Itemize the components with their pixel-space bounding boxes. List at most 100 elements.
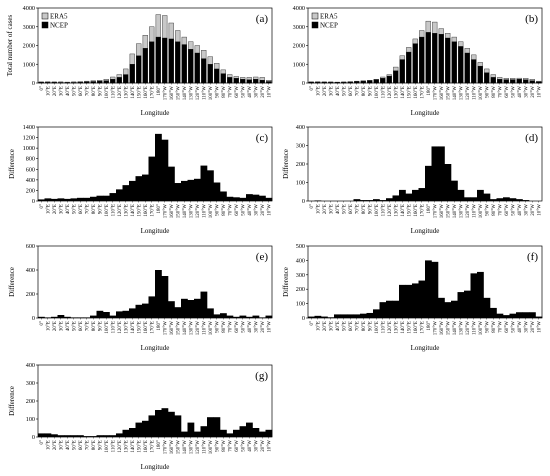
x-tick-label: 70°W bbox=[499, 321, 504, 333]
x-tick-label: 30°E bbox=[60, 321, 65, 331]
bar-5 bbox=[70, 435, 78, 437]
x-tick-label: 90°W bbox=[216, 86, 221, 98]
x-axis-label: Longitude bbox=[141, 227, 170, 235]
x-tick-label: 20°W bbox=[261, 86, 266, 98]
x-tick-label: 0° bbox=[40, 86, 45, 91]
bar-ncep-10 bbox=[373, 79, 379, 84]
x-tick-label: 10°E bbox=[47, 204, 52, 214]
bar-33 bbox=[252, 428, 260, 437]
x-tick-label: 100°E bbox=[375, 86, 380, 99]
x-tick-label: 120°E bbox=[388, 204, 393, 217]
bar-4 bbox=[334, 314, 341, 318]
bar-34 bbox=[259, 431, 266, 437]
x-tick-label: 50°E bbox=[343, 86, 348, 96]
plot-frame bbox=[37, 126, 273, 202]
y-tick-label: 0 bbox=[32, 198, 35, 205]
bar-1 bbox=[44, 433, 52, 437]
bar-ncep-23 bbox=[458, 46, 464, 84]
x-tick-label: 0° bbox=[40, 440, 45, 445]
bar-7 bbox=[83, 436, 91, 437]
bar-9 bbox=[96, 435, 104, 437]
bar-13 bbox=[122, 310, 130, 318]
x-tick-label: 140°E bbox=[401, 321, 406, 334]
x-tick-label: 130°W bbox=[460, 204, 465, 218]
x-tick-label: 10°W bbox=[538, 204, 543, 216]
bar-31 bbox=[509, 313, 517, 318]
bar-ncep-14 bbox=[129, 64, 135, 84]
bar-26 bbox=[207, 417, 214, 437]
bar-1 bbox=[44, 198, 52, 201]
bar-21 bbox=[444, 164, 452, 201]
bar-20 bbox=[168, 301, 175, 318]
bar-ncep-11 bbox=[110, 79, 116, 84]
x-tick-label: 50°W bbox=[242, 86, 247, 98]
x-tick-label: 140°W bbox=[183, 321, 188, 335]
bar-ncep-24 bbox=[464, 52, 470, 84]
bar-ncep-33 bbox=[253, 79, 259, 84]
bar-32 bbox=[516, 199, 523, 201]
bar-ncep-11 bbox=[380, 78, 386, 84]
bar-ncep-15 bbox=[136, 55, 142, 84]
bar-ncep-18 bbox=[155, 36, 161, 84]
x-tick-label: 140°E bbox=[401, 204, 406, 217]
bar-19 bbox=[431, 146, 439, 201]
x-tick-label: 40°E bbox=[336, 321, 341, 331]
bar-8 bbox=[90, 436, 97, 437]
x-tick-label: 180° bbox=[157, 321, 162, 331]
bar-22 bbox=[181, 180, 188, 201]
x-tick-label: 110°E bbox=[382, 321, 387, 333]
x-tick-label: 70°W bbox=[229, 321, 234, 333]
bar-0 bbox=[38, 199, 45, 201]
x-tick-label: 130°E bbox=[125, 86, 130, 99]
bar-32 bbox=[246, 422, 253, 437]
x-tick-label: 160°E bbox=[414, 321, 419, 334]
panel-label: (d) bbox=[525, 132, 538, 144]
x-tick-label: 110°W bbox=[203, 440, 208, 454]
bar-ncep-28 bbox=[490, 77, 496, 84]
x-tick-label: 110°W bbox=[473, 321, 478, 335]
x-tick-label: 120°W bbox=[196, 440, 201, 454]
bar-28 bbox=[490, 199, 497, 201]
y-tick-label: 0 bbox=[302, 198, 305, 205]
x-tick-label: 30°W bbox=[255, 440, 260, 452]
bar-9 bbox=[366, 200, 374, 201]
x-tick-label: 160°E bbox=[144, 204, 149, 217]
x-tick-label: 40°E bbox=[336, 86, 341, 96]
x-tick-label: 130°W bbox=[190, 204, 195, 218]
y-tick-label: 400 bbox=[296, 257, 305, 264]
y-axis-label: Difference bbox=[8, 149, 16, 179]
x-tick-label: 170°W bbox=[164, 86, 169, 100]
x-tick-label: 20°E bbox=[53, 321, 58, 331]
bar-0 bbox=[38, 316, 45, 318]
x-tick-label: 40°W bbox=[518, 86, 523, 98]
legend-label-era5: ERA5 bbox=[50, 13, 68, 21]
x-tick-label: 30°E bbox=[330, 86, 335, 96]
bar-ncep-13 bbox=[393, 70, 399, 84]
x-tick-label: 120°E bbox=[388, 321, 393, 334]
x-tick-label: 120°E bbox=[118, 321, 123, 334]
x-axis-label: Longitude bbox=[411, 344, 440, 352]
y-tick-label: 2000 bbox=[23, 43, 35, 50]
x-tick-label: 130°E bbox=[125, 321, 130, 334]
panel-label: (g) bbox=[255, 370, 268, 382]
x-tick-label: 160°E bbox=[144, 440, 149, 453]
y-tick-label: 400 bbox=[26, 267, 35, 274]
bar-11 bbox=[109, 435, 117, 437]
bar-25 bbox=[200, 426, 208, 437]
y-tick-label: 0 bbox=[32, 315, 35, 322]
bar-25 bbox=[200, 291, 208, 318]
bar-12 bbox=[386, 300, 393, 318]
bar-29 bbox=[496, 313, 504, 318]
bar-ncep-29 bbox=[497, 79, 503, 84]
bar-18 bbox=[155, 410, 162, 437]
bar-ncep-27 bbox=[214, 68, 220, 84]
x-tick-label: 30°W bbox=[525, 321, 530, 333]
x-tick-label: 50°E bbox=[343, 321, 348, 331]
y-tick-label: 4000 bbox=[23, 5, 35, 12]
x-tick-label: 130°E bbox=[395, 321, 400, 334]
y-tick-label: 200 bbox=[26, 291, 35, 298]
bar-14 bbox=[399, 189, 406, 201]
bar-ncep-32 bbox=[246, 79, 252, 84]
x-tick-label: 80°W bbox=[222, 204, 227, 216]
